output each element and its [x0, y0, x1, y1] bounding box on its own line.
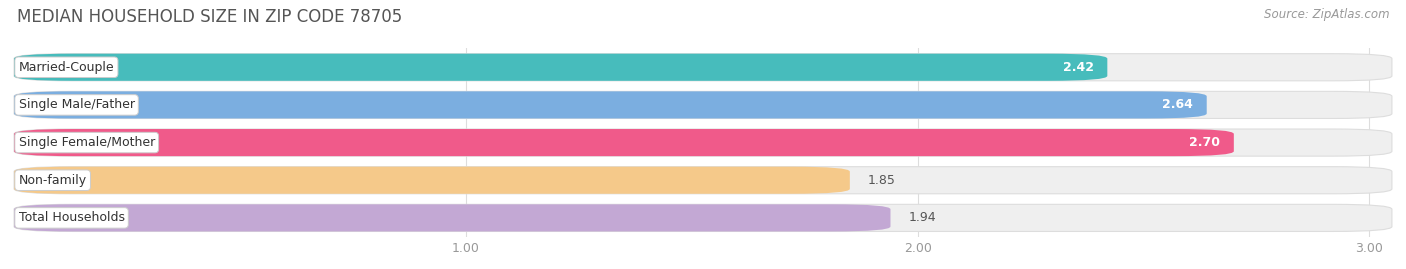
FancyBboxPatch shape — [14, 91, 1392, 118]
Text: Total Households: Total Households — [18, 211, 125, 224]
Text: Single Female/Mother: Single Female/Mother — [18, 136, 155, 149]
Text: 2.70: 2.70 — [1189, 136, 1220, 149]
FancyBboxPatch shape — [14, 204, 1392, 231]
FancyBboxPatch shape — [14, 54, 1392, 81]
Text: 2.64: 2.64 — [1163, 98, 1194, 111]
FancyBboxPatch shape — [14, 204, 890, 231]
FancyBboxPatch shape — [14, 129, 1392, 156]
FancyBboxPatch shape — [14, 91, 1206, 118]
Text: 1.94: 1.94 — [908, 211, 936, 224]
FancyBboxPatch shape — [14, 129, 1234, 156]
FancyBboxPatch shape — [14, 167, 849, 194]
Text: Non-family: Non-family — [18, 174, 87, 187]
FancyBboxPatch shape — [14, 54, 1108, 81]
Text: Married-Couple: Married-Couple — [18, 61, 114, 74]
Text: Source: ZipAtlas.com: Source: ZipAtlas.com — [1264, 8, 1389, 21]
FancyBboxPatch shape — [14, 167, 1392, 194]
Text: 2.42: 2.42 — [1063, 61, 1094, 74]
Text: MEDIAN HOUSEHOLD SIZE IN ZIP CODE 78705: MEDIAN HOUSEHOLD SIZE IN ZIP CODE 78705 — [17, 8, 402, 26]
Text: 1.85: 1.85 — [868, 174, 896, 187]
Text: Single Male/Father: Single Male/Father — [18, 98, 135, 111]
